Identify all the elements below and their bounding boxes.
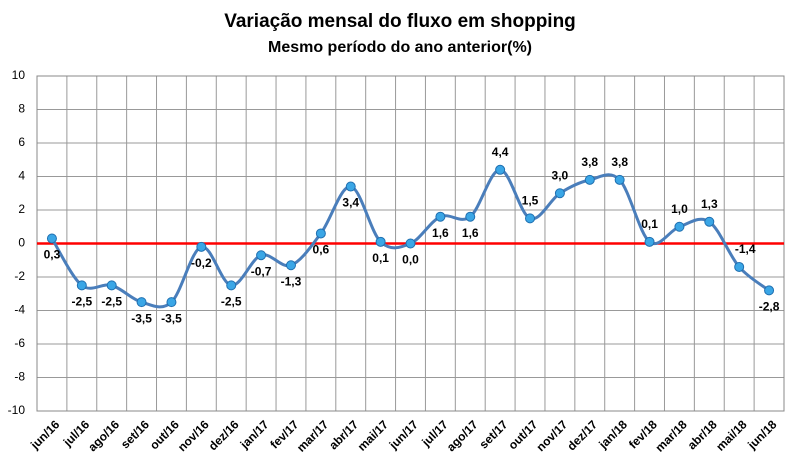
marker bbox=[285, 260, 296, 271]
x-tick-label: dez/16 bbox=[206, 417, 242, 453]
marker bbox=[256, 250, 267, 261]
data-label: 3,0 bbox=[552, 168, 569, 182]
data-label: -1,3 bbox=[281, 274, 302, 288]
x-tick-label: jun/17 bbox=[386, 417, 421, 452]
marker bbox=[315, 228, 326, 239]
y-tick-label: 2 bbox=[18, 202, 25, 216]
marker bbox=[525, 213, 536, 224]
marker bbox=[136, 297, 147, 308]
marker bbox=[734, 261, 745, 272]
data-label: -3,5 bbox=[131, 311, 152, 325]
x-tick-label: mar/18 bbox=[653, 417, 690, 454]
marker bbox=[106, 280, 117, 291]
data-label: -2,5 bbox=[71, 295, 92, 309]
x-tick-label: ago/16 bbox=[85, 417, 122, 454]
x-tick-label: jun/18 bbox=[744, 417, 779, 452]
marker bbox=[405, 238, 416, 249]
data-label: -0,2 bbox=[191, 256, 212, 270]
marker bbox=[465, 211, 476, 222]
x-tick-label: nov/16 bbox=[175, 417, 212, 454]
marker bbox=[614, 174, 625, 185]
data-label: -3,5 bbox=[161, 311, 182, 325]
marker bbox=[375, 236, 386, 247]
x-tick-label: set/16 bbox=[118, 417, 152, 451]
data-label: -2,5 bbox=[101, 295, 122, 309]
x-tick-label: mai/18 bbox=[713, 417, 750, 454]
y-tick-label: -10 bbox=[8, 403, 26, 417]
data-label: 0,1 bbox=[641, 217, 658, 231]
data-label: -1,4 bbox=[735, 242, 756, 256]
marker bbox=[674, 221, 685, 232]
marker bbox=[76, 280, 87, 291]
y-tick-label: 0 bbox=[18, 236, 25, 250]
chart-title: Variação mensal do fluxo em shopping bbox=[224, 11, 576, 32]
marker bbox=[644, 236, 655, 247]
data-label: -2,5 bbox=[221, 295, 242, 309]
data-label: 0,6 bbox=[313, 243, 330, 257]
x-tick-label: abr/17 bbox=[326, 417, 361, 452]
x-tick-label: mai/17 bbox=[355, 417, 392, 454]
y-tick-label: -6 bbox=[14, 336, 25, 350]
y-tick-label: -4 bbox=[14, 303, 25, 317]
marker bbox=[345, 181, 356, 192]
data-label: 1,6 bbox=[432, 226, 449, 240]
chart-subtitle: Mesmo período do ano anterior(%) bbox=[268, 39, 532, 56]
x-tick-label: set/17 bbox=[477, 417, 511, 451]
data-label: 1,5 bbox=[522, 194, 539, 208]
x-tick-label: mar/17 bbox=[294, 417, 331, 454]
line bbox=[50, 168, 770, 309]
data-label: -0,7 bbox=[251, 264, 272, 278]
marker bbox=[584, 174, 595, 185]
x-tick-label: ago/17 bbox=[444, 417, 481, 454]
marker bbox=[166, 297, 177, 308]
y-tick-label: -8 bbox=[14, 370, 25, 384]
marker bbox=[495, 164, 506, 175]
data-label: 1,6 bbox=[462, 226, 479, 240]
marker bbox=[435, 211, 446, 222]
y-tick-label: 10 bbox=[12, 68, 26, 82]
marker bbox=[764, 285, 775, 296]
data-label: 4,4 bbox=[492, 145, 509, 159]
data-label: 0,0 bbox=[402, 253, 419, 267]
marker bbox=[704, 216, 715, 227]
data-label: 0,1 bbox=[372, 251, 389, 265]
x-tick-label: dez/17 bbox=[564, 417, 600, 453]
data-label: 3,8 bbox=[611, 155, 628, 169]
y-tick-label: -2 bbox=[14, 269, 25, 283]
data-label: 1,3 bbox=[701, 197, 718, 211]
x-tick-label: jan/18 bbox=[595, 417, 630, 452]
y-tick-label: 4 bbox=[18, 169, 25, 183]
data-label: 3,8 bbox=[581, 155, 598, 169]
marker bbox=[554, 188, 565, 199]
marker bbox=[196, 241, 207, 252]
x-tick-label: abr/18 bbox=[685, 417, 720, 452]
data-label: 1,0 bbox=[671, 202, 688, 216]
data-label: -2,8 bbox=[759, 300, 780, 314]
data-label: 0,3 bbox=[44, 248, 61, 262]
y-tick-label: 6 bbox=[18, 135, 25, 149]
y-tick-label: 8 bbox=[18, 102, 25, 116]
data-label: 3,4 bbox=[342, 196, 359, 210]
marker bbox=[226, 280, 237, 291]
x-tick-label: jan/17 bbox=[237, 417, 272, 452]
x-tick-label: jun/16 bbox=[27, 417, 62, 452]
marker bbox=[46, 233, 57, 244]
x-tick-label: nov/17 bbox=[533, 417, 570, 454]
